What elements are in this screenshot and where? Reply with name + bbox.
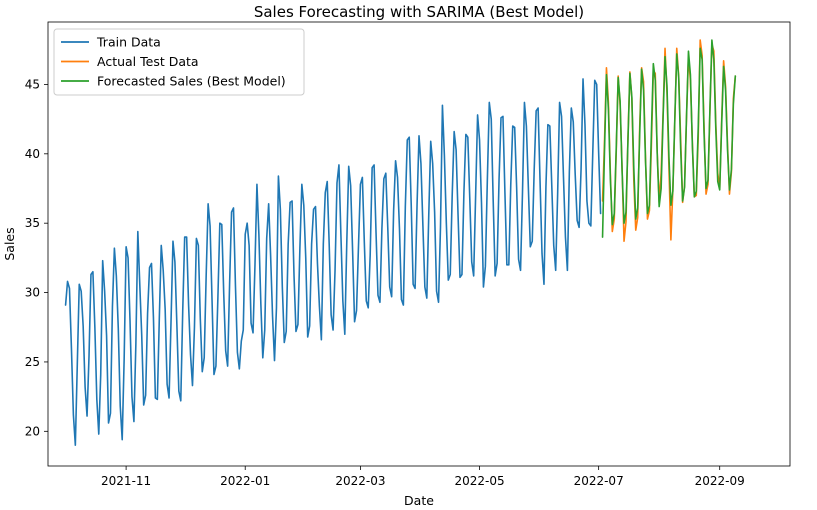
x-tick-label: 2022-09 [695,474,745,488]
legend-label: Train Data [96,35,161,50]
x-tick-label: 2021-11 [101,474,151,488]
series-layer [64,39,737,446]
x-tick-label: 2022-03 [335,474,385,488]
x-axis-label: Date [404,493,434,508]
legend-label: Actual Test Data [97,54,199,69]
y-tick-label: 25 [25,355,40,369]
y-tick-label: 40 [25,147,40,161]
legend: Train Data Actual Test Data Forecasted Sal… [53,28,305,96]
x-tick-label: 2022-01 [220,474,270,488]
legend-box [53,28,305,96]
y-tick-label: 45 [25,77,40,91]
series-line-3 [601,39,737,238]
series-line-1 [64,78,602,446]
y-tick-label: 20 [25,424,40,438]
axes-frame [47,21,791,467]
x-tick-label: 2022-05 [454,474,504,488]
x-tick-label: 2022-07 [574,474,624,488]
y-axis: 20 25 30 35 40 45 [25,77,48,438]
y-tick-label: 35 [25,216,40,230]
x-axis: 2021-11 2022-01 2022-03 2022-05 2022-07 2022-… [101,466,745,488]
plot-area [47,21,791,467]
chart-title: Sales Forecasting with SARIMA (Best Mode… [254,3,584,21]
legend-label: Forecasted Sales (Best Model) [97,74,286,89]
y-axis-label: Sales [2,227,17,260]
y-tick-label: 30 [25,286,40,300]
